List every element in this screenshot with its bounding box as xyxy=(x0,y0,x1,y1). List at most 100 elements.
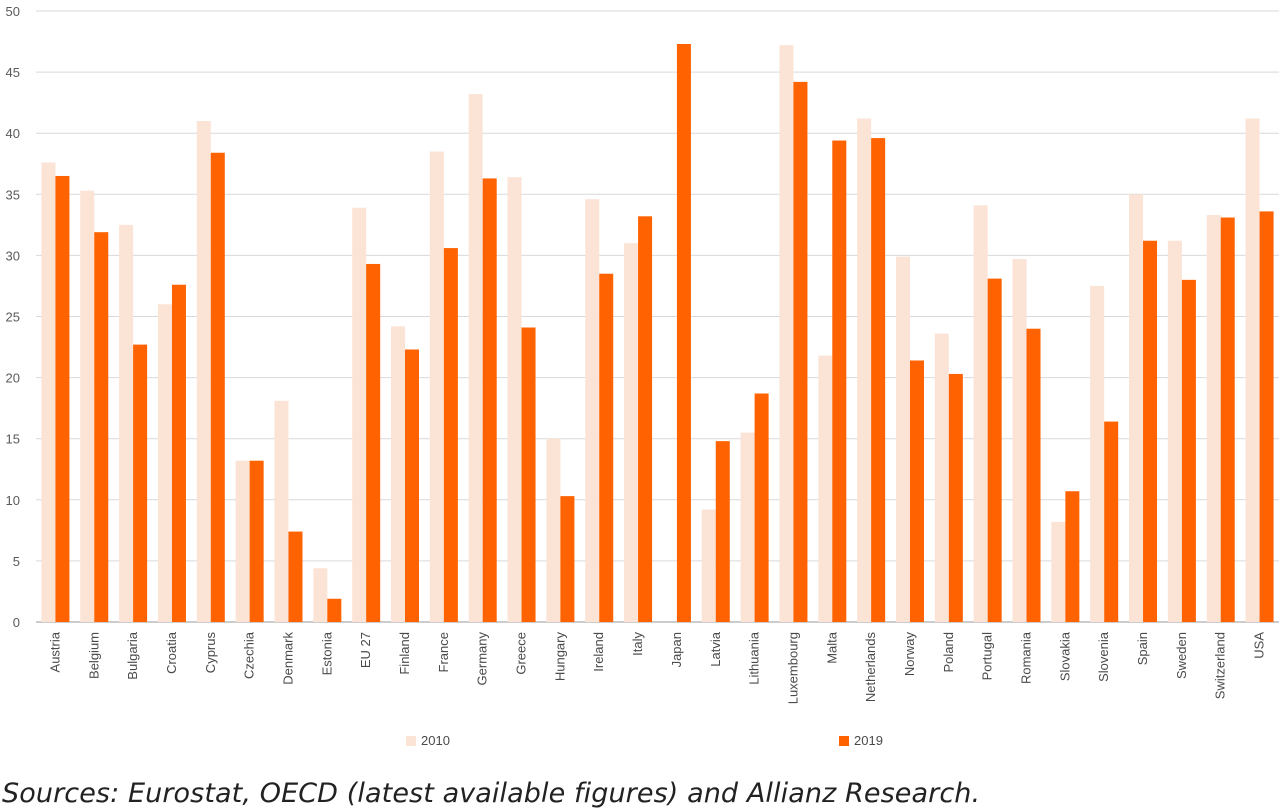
x-category-label: Hungary xyxy=(552,632,567,682)
x-category-label: USA xyxy=(1252,632,1267,659)
bar-2019 xyxy=(94,232,109,622)
bar-2019 xyxy=(1026,328,1041,622)
bar-2010 xyxy=(235,460,250,622)
bar-2010 xyxy=(585,199,600,623)
bar-2010 xyxy=(701,509,716,622)
x-category-label: Romania xyxy=(1019,631,1034,684)
bar-2010 xyxy=(740,432,755,622)
bar-2010 xyxy=(274,400,289,622)
legend-label: 2010 xyxy=(421,733,450,748)
bar-2010 xyxy=(1206,215,1221,622)
bar-2019 xyxy=(1065,491,1080,622)
x-category-label: Lithuania xyxy=(747,631,762,685)
bar-2010 xyxy=(818,355,833,622)
bar-2019 xyxy=(638,216,653,622)
y-tick-label: 45 xyxy=(6,65,20,80)
bar-2010 xyxy=(1012,259,1027,622)
x-category-label: Slovakia xyxy=(1057,631,1072,681)
bar-2010 xyxy=(895,256,910,622)
bar-2019 xyxy=(443,248,458,622)
bar-2010 xyxy=(934,333,949,622)
bar-2010 xyxy=(157,304,172,622)
y-tick-label: 20 xyxy=(6,371,20,386)
bar-2019 xyxy=(599,273,614,622)
x-category-label: Denmark xyxy=(280,632,295,685)
x-category-label: Poland xyxy=(941,632,956,672)
x-category-label: Greece xyxy=(514,632,529,675)
bar-2019 xyxy=(366,263,381,622)
bar-2010 xyxy=(1245,118,1260,622)
bar-2019 xyxy=(288,531,303,622)
bar-2019 xyxy=(171,284,186,622)
bar-2019 xyxy=(832,140,847,623)
bar-2019 xyxy=(987,278,1002,622)
x-category-label: France xyxy=(436,632,451,672)
bar-2019 xyxy=(210,152,225,622)
x-category-label: Austria xyxy=(47,631,62,672)
x-category-label: Belgium xyxy=(86,632,101,679)
legend-swatch xyxy=(406,736,416,746)
x-category-label: Portugal xyxy=(980,632,995,681)
bar-2019 xyxy=(133,344,148,622)
bar-2019 xyxy=(715,441,730,622)
bar-2019 xyxy=(909,360,924,622)
y-tick-label: 5 xyxy=(13,554,20,569)
x-category-label: Netherlands xyxy=(863,632,878,703)
bar-2010 xyxy=(1090,285,1105,622)
x-axis-labels: Austria Belgium Bulgaria Croatia Cyprus Czech… xyxy=(47,631,1266,704)
bar-2010 xyxy=(41,162,56,622)
bar-2010 xyxy=(468,94,483,622)
chart-area: 0 5 10 15 20 25 30 35 40 45 50 Austria Belgium Bulga… xyxy=(6,4,1279,748)
bar-2010 xyxy=(391,326,406,622)
y-tick-label: 40 xyxy=(6,126,20,141)
x-category-label: Italy xyxy=(630,632,645,656)
bar-2019 xyxy=(948,373,963,622)
x-category-label: Czechia xyxy=(242,631,257,679)
bar-2019 xyxy=(249,460,264,622)
x-category-label: Slovenia xyxy=(1096,631,1111,682)
bar-chart: 0 5 10 15 20 25 30 35 40 45 50 Austria Belgium Bulga… xyxy=(6,4,1279,748)
bar-2010 xyxy=(1129,194,1144,623)
legend: 2010 2019 xyxy=(406,733,883,748)
x-category-label: Ireland xyxy=(591,632,606,672)
bar-2019 xyxy=(560,496,575,622)
x-category-label: Cyprus xyxy=(203,632,218,674)
x-category-label: Japan xyxy=(669,632,684,667)
bar-2010 xyxy=(857,118,872,622)
x-category-label: Malta xyxy=(824,631,839,664)
bar-2019 xyxy=(1143,240,1158,622)
x-category-label: Finland xyxy=(397,632,412,675)
bar-2010 xyxy=(1051,521,1066,622)
bar-2010 xyxy=(119,224,134,622)
bar-2010 xyxy=(973,205,988,622)
x-category-label: Sweden xyxy=(1174,632,1189,679)
y-tick-label: 30 xyxy=(6,248,20,263)
x-category-label: Switzerland xyxy=(1213,632,1228,699)
bars xyxy=(41,43,1274,623)
x-category-label: Luxembourg xyxy=(785,632,800,704)
legend-label: 2019 xyxy=(854,733,883,748)
source-note: Sources: Eurostat, OECD (latest availabl… xyxy=(2,778,981,809)
bar-2010 xyxy=(507,177,522,622)
bar-2010 xyxy=(624,243,639,622)
bar-2019 xyxy=(521,327,536,622)
y-tick-label: 0 xyxy=(13,615,20,630)
bar-2010 xyxy=(352,207,367,622)
y-tick-label: 15 xyxy=(6,432,20,447)
bar-2019 xyxy=(676,43,691,622)
bar-2019 xyxy=(55,175,70,622)
bar-2010 xyxy=(80,190,95,622)
y-tick-label: 10 xyxy=(6,493,20,508)
y-axis-ticks: 0 5 10 15 20 25 30 35 40 45 50 xyxy=(6,4,20,630)
x-category-label: Germany xyxy=(475,632,490,686)
y-tick-label: 35 xyxy=(6,187,20,202)
x-category-label: EU 27 xyxy=(358,632,373,668)
x-category-label: Spain xyxy=(1135,632,1150,665)
bar-2019 xyxy=(793,81,808,623)
bar-2019 xyxy=(1104,421,1119,622)
legend-swatch xyxy=(839,736,849,746)
bar-2019 xyxy=(1220,217,1235,622)
bar-2019 xyxy=(1181,279,1196,622)
x-category-label: Norway xyxy=(902,632,917,677)
bar-2010 xyxy=(1167,240,1182,622)
